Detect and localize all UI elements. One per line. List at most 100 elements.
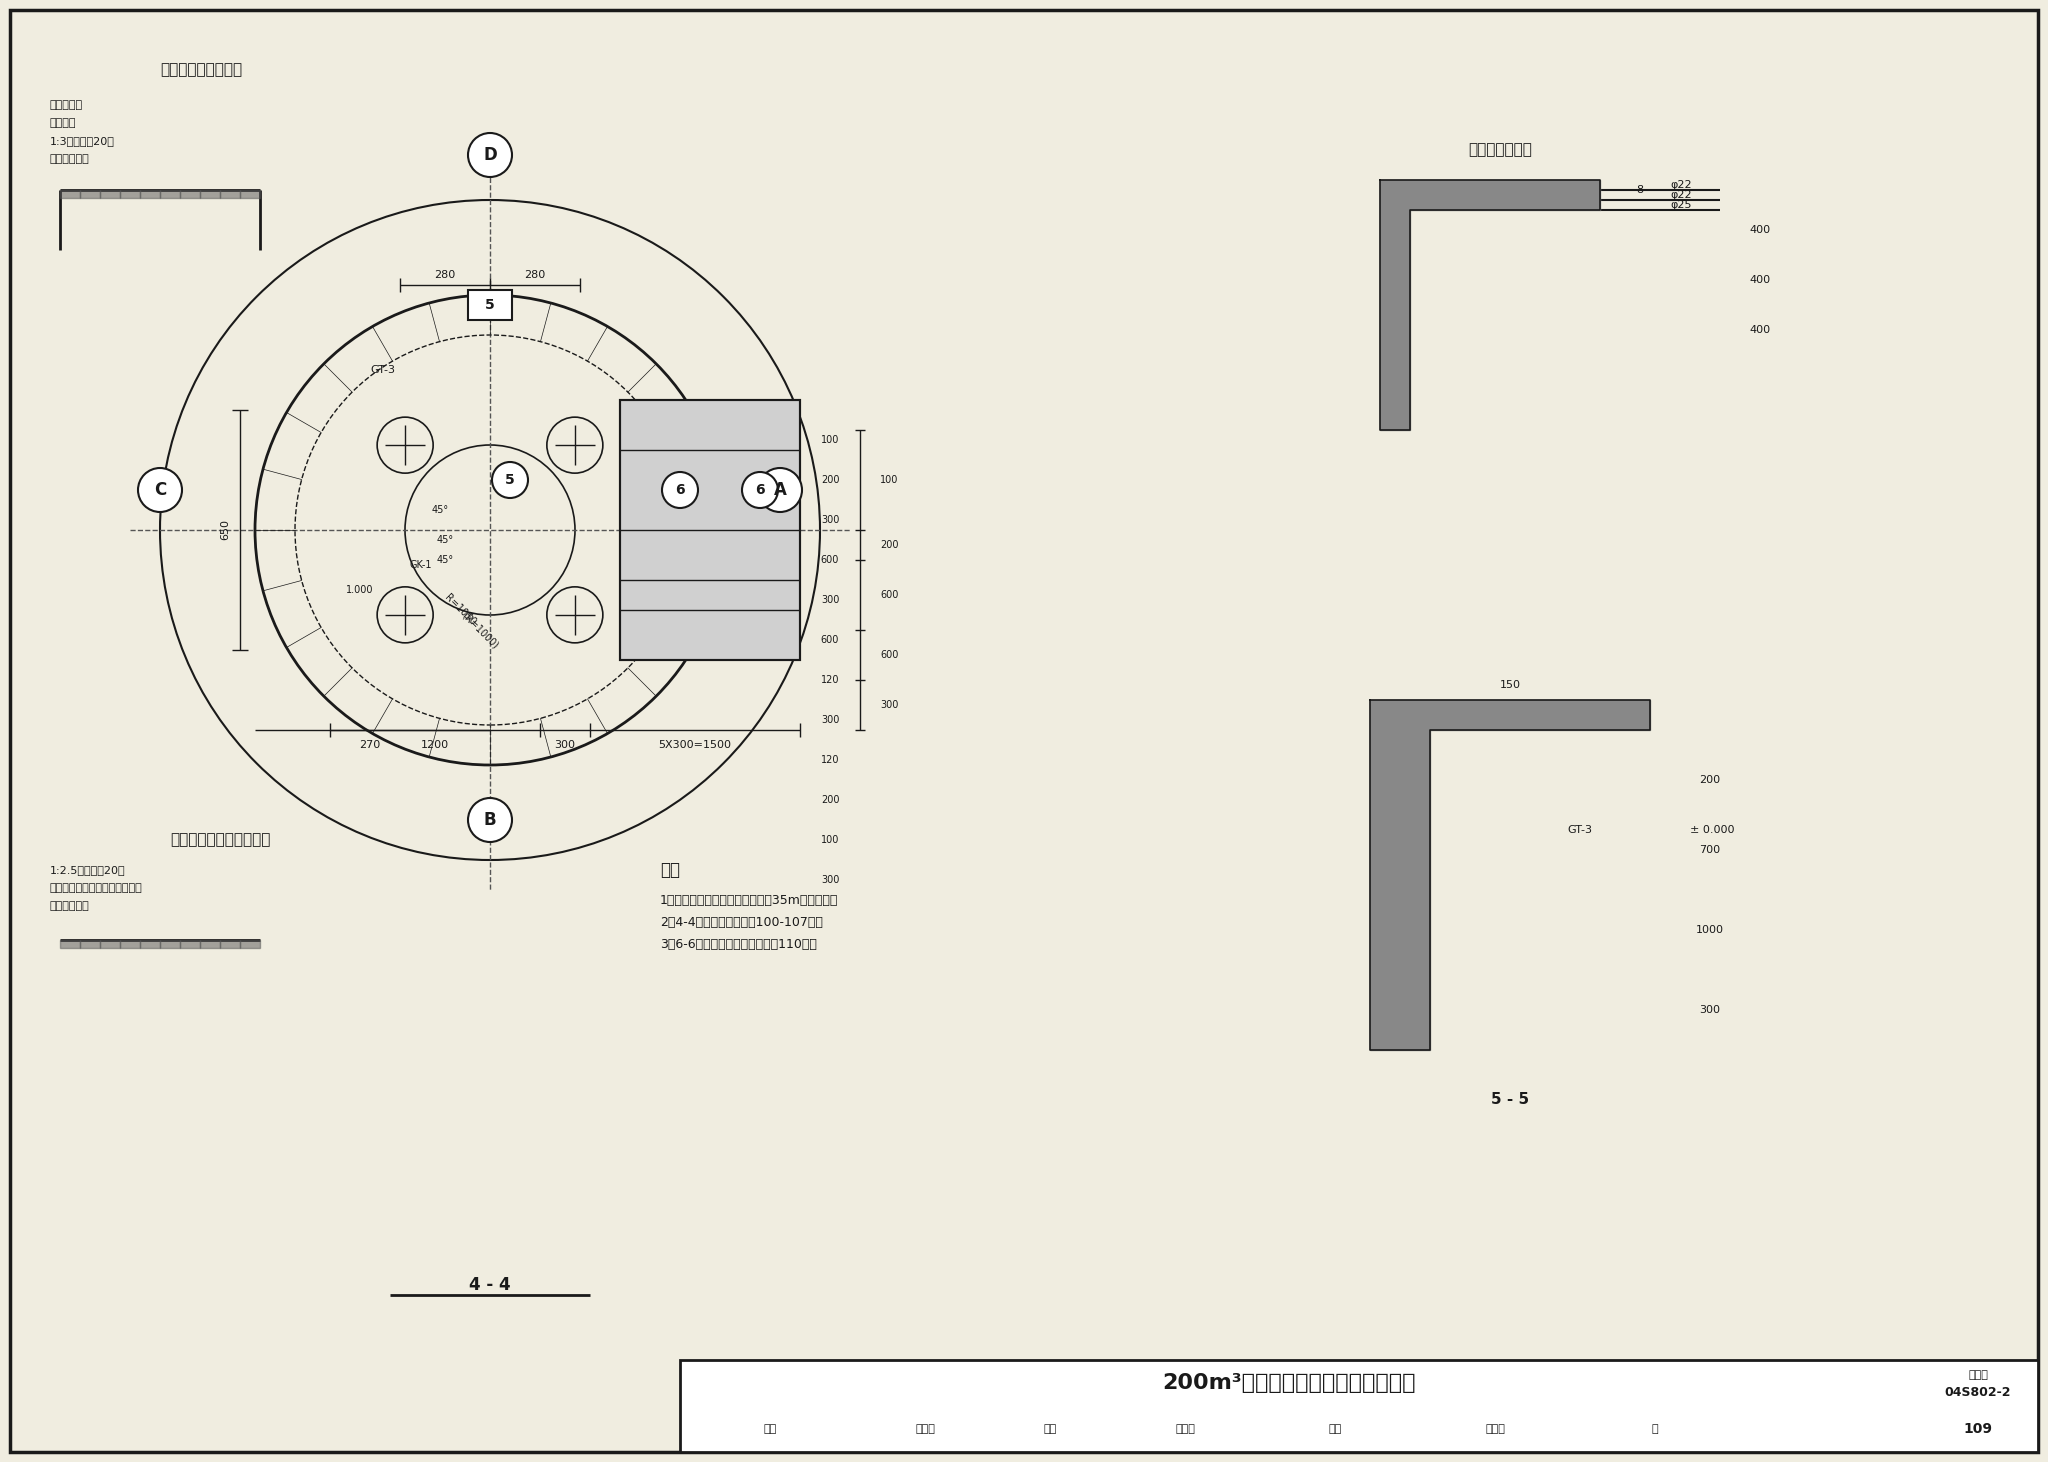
Text: 王等峰: 王等峰 xyxy=(1485,1424,1505,1434)
Polygon shape xyxy=(139,940,160,947)
Text: GT-3: GT-3 xyxy=(1567,825,1593,835)
Polygon shape xyxy=(121,190,139,197)
Text: 陈显声: 陈显声 xyxy=(1176,1424,1194,1434)
Text: GT-3: GT-3 xyxy=(371,366,395,374)
Text: 8: 8 xyxy=(1636,186,1645,194)
Text: 300: 300 xyxy=(821,515,840,525)
Text: 设计: 设计 xyxy=(1329,1424,1341,1434)
Text: 1:2.5水泥砂浆20厘: 1:2.5水泥砂浆20厘 xyxy=(49,866,125,874)
Polygon shape xyxy=(1370,700,1651,1050)
Polygon shape xyxy=(201,190,219,197)
Text: 200: 200 xyxy=(881,539,899,550)
Text: 100: 100 xyxy=(821,436,840,444)
Polygon shape xyxy=(240,940,260,947)
Circle shape xyxy=(137,468,182,512)
Text: 300: 300 xyxy=(821,595,840,605)
Bar xyxy=(621,401,801,659)
Circle shape xyxy=(758,468,803,512)
Text: 水泥漆一道（内接建筑结构胶）: 水泥漆一道（内接建筑结构胶） xyxy=(49,883,143,893)
Polygon shape xyxy=(59,190,80,197)
Text: R=1050: R=1050 xyxy=(442,592,477,627)
Text: (R=1000): (R=1000) xyxy=(461,610,500,651)
Text: 300: 300 xyxy=(555,740,575,750)
Text: D: D xyxy=(483,146,498,164)
Text: 6: 6 xyxy=(676,482,684,497)
Text: GK-1: GK-1 xyxy=(410,560,432,570)
Text: 3、6-6、栏杆鉢材用量表详见第110页。: 3、6-6、栏杆鉢材用量表详见第110页。 xyxy=(659,937,817,950)
Text: 审核: 审核 xyxy=(764,1424,776,1434)
Text: 涂料保护层: 涂料保护层 xyxy=(49,99,84,110)
Circle shape xyxy=(662,472,698,507)
Text: 280: 280 xyxy=(524,270,545,281)
Text: 600: 600 xyxy=(881,651,899,659)
Text: 700: 700 xyxy=(1700,845,1720,855)
Text: 300: 300 xyxy=(881,700,899,711)
Text: 200: 200 xyxy=(1700,775,1720,785)
Text: 5X300=1500: 5X300=1500 xyxy=(659,740,731,750)
Text: 2、4-4剪面的位置详见第100-107页。: 2、4-4剪面的位置详见第100-107页。 xyxy=(659,915,823,928)
Text: 图集号: 图集号 xyxy=(1968,1370,1989,1380)
Text: ± 0.000: ± 0.000 xyxy=(1690,825,1735,835)
Polygon shape xyxy=(219,940,240,947)
Text: 钉筋混凝土板: 钉筋混凝土板 xyxy=(49,901,90,911)
Bar xyxy=(621,401,801,659)
Text: C: C xyxy=(154,481,166,499)
Polygon shape xyxy=(180,190,201,197)
Text: 1200: 1200 xyxy=(422,740,449,750)
Text: 200: 200 xyxy=(821,475,840,485)
Text: φ22: φ22 xyxy=(1669,190,1692,200)
Text: 1、括号内数据仅用于有放高度为35m高的水塔。: 1、括号内数据仅用于有放高度为35m高的水塔。 xyxy=(659,893,838,906)
Text: 650: 650 xyxy=(219,519,229,541)
Text: 1000: 1000 xyxy=(1696,925,1724,936)
Text: A: A xyxy=(774,481,786,499)
Text: 400: 400 xyxy=(1749,275,1772,285)
Text: 270: 270 xyxy=(358,740,381,750)
Text: 页: 页 xyxy=(1651,1424,1659,1434)
Polygon shape xyxy=(100,940,121,947)
Text: 水筱及气窗顶盖构造: 水筱及气窗顶盖构造 xyxy=(160,63,242,77)
Text: 1.000: 1.000 xyxy=(346,585,373,595)
Polygon shape xyxy=(80,190,100,197)
Text: 600: 600 xyxy=(881,591,899,599)
Polygon shape xyxy=(219,190,240,197)
Circle shape xyxy=(492,462,528,499)
Text: 150: 150 xyxy=(1499,680,1520,690)
Text: 109: 109 xyxy=(1964,1423,1993,1436)
Text: 45°: 45° xyxy=(436,556,453,564)
Text: 100: 100 xyxy=(821,835,840,845)
Text: B: B xyxy=(483,811,496,829)
Text: 300: 300 xyxy=(1700,1004,1720,1015)
Polygon shape xyxy=(80,940,100,947)
Text: 100: 100 xyxy=(881,475,899,485)
Text: 600: 600 xyxy=(821,635,840,645)
Polygon shape xyxy=(121,940,139,947)
Bar xyxy=(469,289,512,320)
Polygon shape xyxy=(160,190,180,197)
Polygon shape xyxy=(160,940,180,947)
Circle shape xyxy=(469,133,512,177)
Text: 300: 300 xyxy=(821,874,840,885)
Text: 200m³水塔剪面图及节点详图（二）: 200m³水塔剪面图及节点详图（二） xyxy=(1163,1373,1415,1393)
Circle shape xyxy=(741,472,778,507)
Text: 水筱上壳鉢栏杆: 水筱上壳鉢栏杆 xyxy=(1468,142,1532,158)
Text: 120: 120 xyxy=(821,754,840,765)
Text: 45°: 45° xyxy=(432,504,449,515)
Polygon shape xyxy=(201,940,219,947)
Text: φ25: φ25 xyxy=(1669,200,1692,211)
Polygon shape xyxy=(100,190,121,197)
Text: 5: 5 xyxy=(485,298,496,311)
Circle shape xyxy=(469,798,512,842)
Text: 校对: 校对 xyxy=(1042,1424,1057,1434)
Polygon shape xyxy=(1380,180,1599,430)
Bar xyxy=(680,1360,2038,1452)
Text: 归崔石: 归崔石 xyxy=(915,1424,936,1434)
Text: 1:3水泥砂浆20厘: 1:3水泥砂浆20厘 xyxy=(49,136,115,146)
Polygon shape xyxy=(139,190,160,197)
Text: 600: 600 xyxy=(821,556,840,564)
Text: 400: 400 xyxy=(1749,225,1772,235)
Text: 钉筋混凝土板: 钉筋混凝土板 xyxy=(49,154,90,164)
Text: 280: 280 xyxy=(434,270,455,281)
Text: φ22: φ22 xyxy=(1669,180,1692,190)
Text: 6: 6 xyxy=(756,482,764,497)
Polygon shape xyxy=(240,190,260,197)
